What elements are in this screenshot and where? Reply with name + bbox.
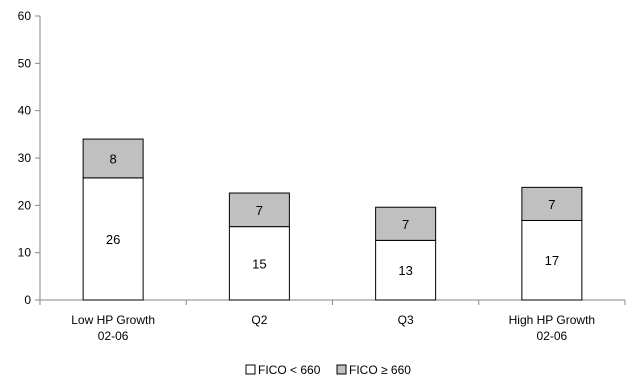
- y-tick-label: 20: [18, 198, 32, 212]
- bar-segment-fico-below-660: [228, 226, 290, 301]
- data-label: 8: [110, 151, 117, 166]
- bar-segment-fico-above-660: [82, 138, 144, 179]
- legend-swatch: [336, 364, 347, 375]
- bar-segment-fico-below-660: [375, 239, 437, 301]
- bar-segment-fico-above-660: [375, 206, 437, 241]
- bar-segment-fico-above-660: [521, 186, 583, 221]
- x-tick-label: 02-06: [98, 329, 129, 343]
- bar-segment-fico-below-660: [521, 219, 583, 301]
- data-label: 13: [398, 263, 412, 278]
- x-tick-label: Q2: [251, 313, 267, 327]
- legend-label: FICO ≥ 660: [349, 363, 411, 377]
- y-tick-label: 0: [24, 293, 31, 307]
- data-label: 15: [252, 256, 266, 271]
- x-tick-label: 02-06: [537, 329, 568, 343]
- legend-swatch: [245, 364, 256, 375]
- x-tick-label: High HP Growth: [509, 313, 595, 327]
- x-tick-label: Low HP Growth: [71, 313, 155, 327]
- data-label: 17: [545, 253, 559, 268]
- y-tick-label: 30: [18, 151, 32, 165]
- bar-segment-fico-above-660: [228, 192, 290, 228]
- y-tick-label: 10: [18, 246, 32, 260]
- bar-segment-fico-below-660: [82, 177, 144, 301]
- y-tick-label: 40: [18, 104, 32, 118]
- y-tick-label: 50: [18, 56, 32, 70]
- data-label: 26: [106, 232, 120, 247]
- y-tick-label: 60: [18, 9, 32, 23]
- x-tick-label: Q3: [398, 313, 414, 327]
- data-label: 7: [256, 203, 263, 218]
- data-label: 7: [402, 217, 409, 232]
- legend-label: FICO < 660: [258, 363, 321, 377]
- data-label: 7: [548, 197, 555, 212]
